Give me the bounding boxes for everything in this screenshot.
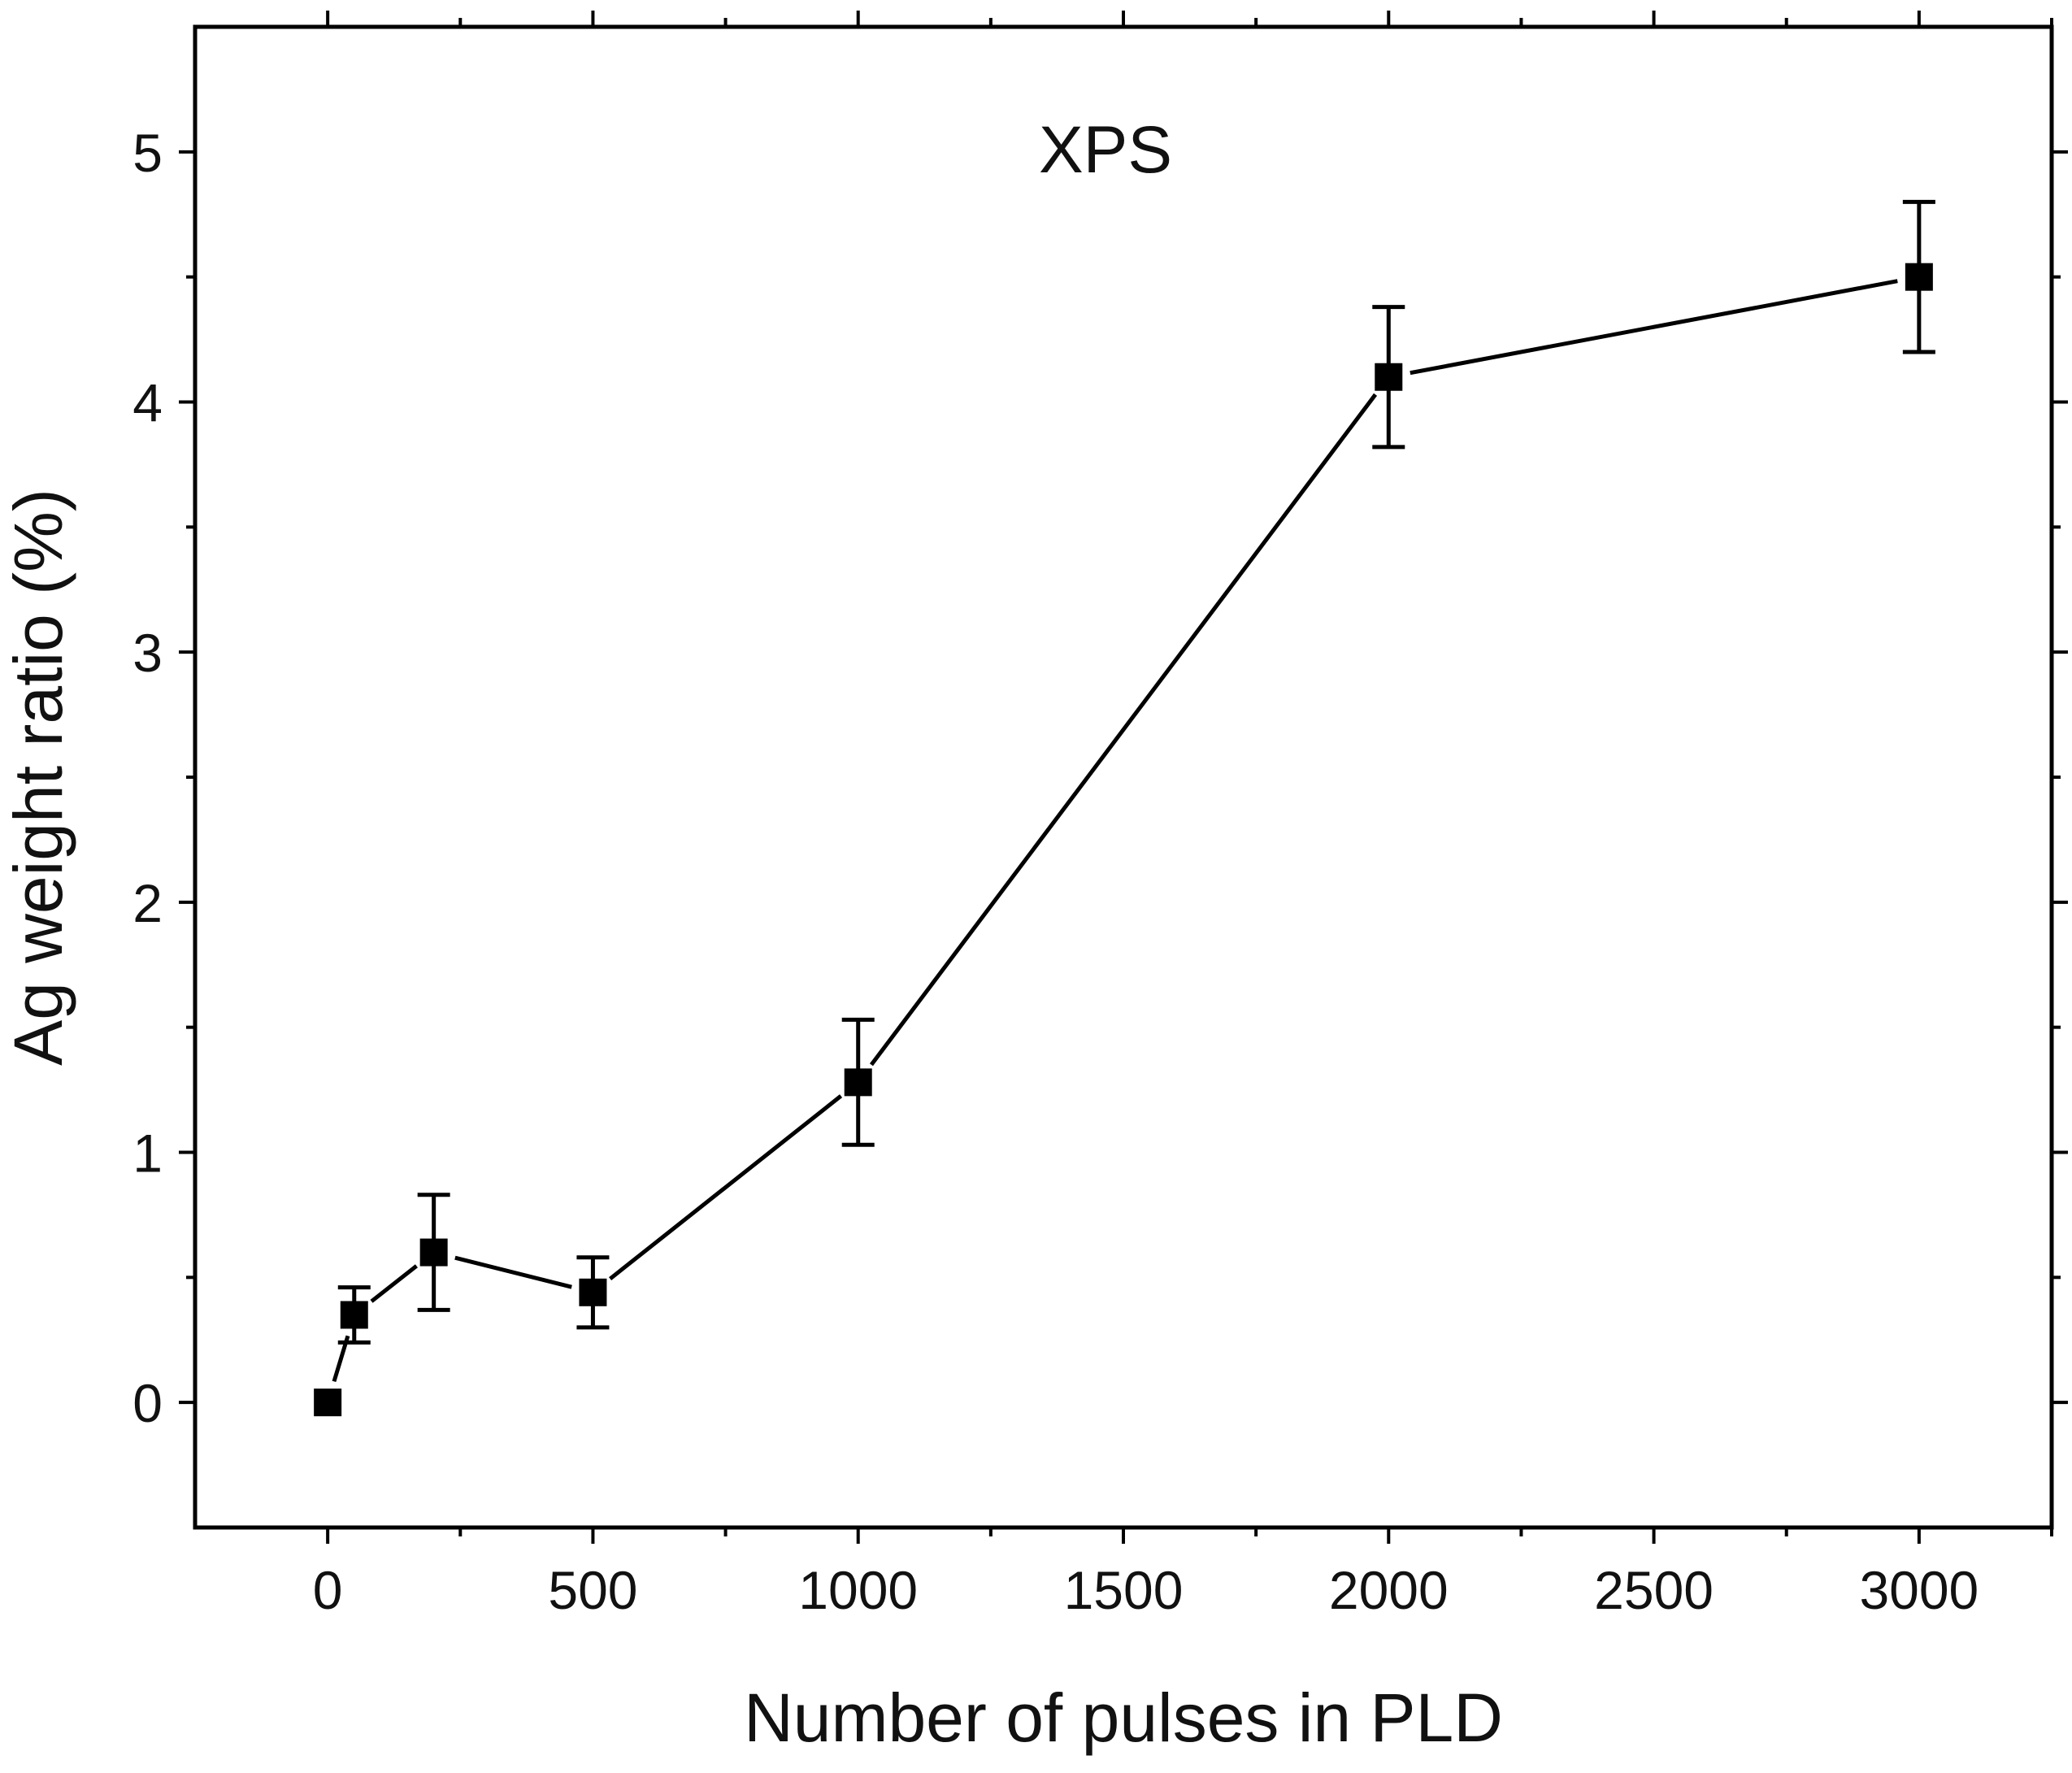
x-tick-label: 1500 xyxy=(1064,1560,1184,1620)
x-axis-title: Number of pulses in PLD xyxy=(744,1680,1503,1756)
series-segment xyxy=(454,1255,572,1289)
x-tick-label: 3000 xyxy=(1859,1560,1979,1620)
series-segment xyxy=(370,1264,418,1303)
plot-frame xyxy=(193,24,2054,1530)
data-point-marker xyxy=(579,1278,607,1306)
y-tick-label: 3 xyxy=(132,623,163,683)
series-layer xyxy=(314,199,1935,1417)
data-point-marker xyxy=(1905,263,1933,291)
data-point-marker xyxy=(844,1068,872,1097)
plot-title: XPS xyxy=(1039,113,1172,187)
data-point-marker xyxy=(340,1301,368,1329)
y-tick-label: 2 xyxy=(132,873,163,933)
data-point-marker xyxy=(419,1238,448,1267)
series-segment xyxy=(609,1094,843,1280)
y-tick-label: 4 xyxy=(132,373,163,433)
x-tick-label: 2500 xyxy=(1594,1560,1714,1620)
y-axis-title: Ag weight ratio (%) xyxy=(0,489,76,1066)
x-tick-label: 0 xyxy=(313,1560,343,1620)
series-segment xyxy=(869,393,1378,1067)
labels-layer: 0 500 1000 1500 2000 2500 3000 0 1 2 3 4 5 xyxy=(132,123,1979,1620)
y-tick-label: 1 xyxy=(132,1123,163,1184)
series-segment xyxy=(1410,279,1898,376)
data-point-marker xyxy=(1375,363,1403,391)
data-point-marker xyxy=(314,1388,342,1417)
x-tick-label: 1000 xyxy=(798,1560,918,1620)
y-tick-label: 0 xyxy=(132,1373,163,1433)
x-tick-label: 2000 xyxy=(1329,1560,1449,1620)
y-tick-label: 5 xyxy=(132,123,163,183)
x-tick-label: 500 xyxy=(548,1560,637,1620)
